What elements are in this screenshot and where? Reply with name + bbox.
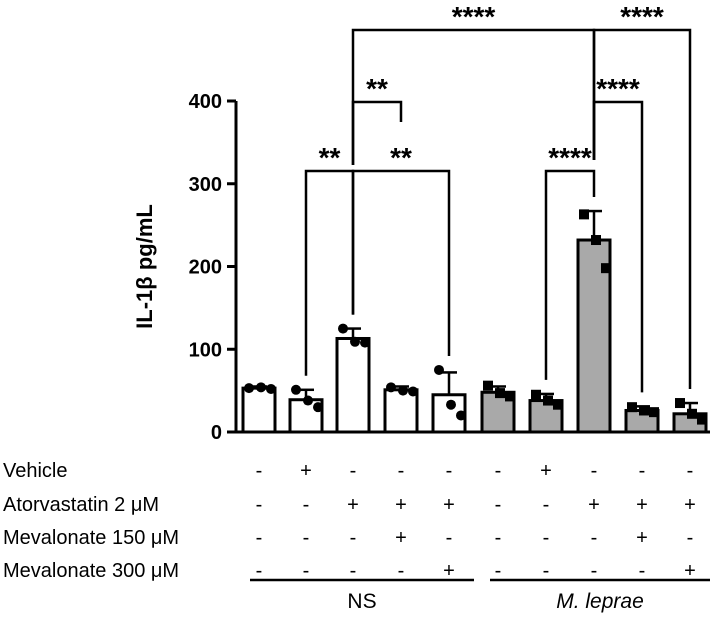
sign-3-9: + (684, 560, 696, 582)
y-tick-label-400: 400 (189, 91, 222, 113)
sign-0-8: - (639, 460, 646, 482)
point-ml-2-2 (553, 399, 563, 410)
sign-0-2: - (350, 460, 357, 482)
sign-0-5: - (495, 460, 502, 482)
point-ns-1-2 (266, 383, 276, 394)
sig-bracket-6 (592, 28, 692, 390)
y-axis-label: IL-1β pg/mL (132, 204, 157, 329)
y-tick-label-100: 100 (189, 339, 222, 361)
significance-brackets: ****** ************ **** (304, 1, 692, 393)
row-label-3: Mevalonate 300 μM (3, 560, 179, 582)
error-bars (251, 209, 698, 414)
row-label-2: Mevalonate 150 μM (3, 527, 179, 549)
point-ns-3-0 (338, 323, 348, 334)
point-ml-4-1 (639, 405, 649, 416)
point-ns-4-0 (386, 382, 396, 393)
sig-label-4: **** (596, 73, 640, 104)
sign-3-3: - (398, 560, 405, 582)
sign-0-9: - (687, 460, 694, 482)
point-ml-3-1 (591, 235, 601, 246)
point-ml-3-2 (601, 263, 611, 274)
sign-3-8: - (639, 560, 646, 582)
point-ns-4-2 (408, 386, 418, 397)
point-ml-5-0 (675, 398, 685, 409)
point-ml-1-2 (505, 391, 515, 402)
point-ns-3-1 (350, 336, 360, 347)
sig-bracket-2 (351, 169, 451, 356)
data-points (244, 209, 707, 425)
point-ml-1-0 (483, 380, 493, 391)
sign-3-1: - (303, 560, 310, 582)
sign-0-4: - (446, 460, 453, 482)
sign-3-0: - (256, 560, 263, 582)
sign-3-4: + (443, 560, 455, 582)
sig-label-0: ** (319, 142, 341, 173)
sign-1-2: + (347, 494, 359, 516)
point-ns-5-1 (446, 399, 456, 410)
sign-1-3: + (395, 494, 407, 516)
bar-ns-3 (335, 336, 371, 434)
sig-label-2: ** (390, 142, 412, 173)
treatment-table: Vehicle - + - - - - + - - - Atorvastatin 2 μM - - + + + -… (3, 460, 710, 613)
sign-1-7: + (588, 494, 600, 516)
sign-2-2: - (350, 527, 357, 549)
sig-bracket-3 (544, 169, 596, 380)
sig-label-6: **** (620, 1, 664, 32)
row-label-1: Atorvastatin 2 μM (3, 494, 159, 516)
sign-2-9: - (687, 527, 694, 549)
point-ns-2-2 (313, 402, 323, 413)
sign-1-5: - (495, 494, 502, 516)
sign-1-6: - (543, 494, 550, 516)
sign-2-7: - (591, 527, 598, 549)
axes: 0 100 200 300 400 IL-1β pg/mL (132, 91, 710, 444)
point-ns-5-2 (456, 410, 466, 421)
sign-2-8: + (636, 527, 648, 549)
sign-1-9: + (684, 494, 696, 516)
bar-ns-4 (383, 388, 419, 434)
point-ml-5-1 (687, 408, 697, 419)
sign-1-1: - (303, 494, 310, 516)
sign-2-1: - (303, 527, 310, 549)
point-ml-2-0 (531, 389, 541, 400)
sig-label-1: ** (366, 73, 388, 104)
sig-label-5: **** (452, 1, 496, 32)
sig-label-3: **** (548, 142, 592, 173)
point-ns-2-0 (291, 384, 301, 395)
point-ml-4-2 (649, 407, 659, 418)
point-ns-1-0 (244, 383, 254, 394)
sign-0-0: - (256, 460, 263, 482)
sign-2-4: - (446, 527, 453, 549)
sign-1-0: - (256, 494, 263, 516)
group-label-1: M. leprae (556, 590, 644, 613)
y-tick-label-0: 0 (211, 422, 222, 444)
row-label-0: Vehicle (3, 460, 68, 482)
sign-1-8: + (636, 494, 648, 516)
point-ml-2-1 (543, 395, 553, 406)
point-ml-4-0 (627, 402, 637, 413)
sign-2-0: - (256, 527, 263, 549)
sign-0-1: + (300, 460, 312, 482)
point-ml-5-2 (697, 414, 707, 425)
y-tick-label-300: 300 (189, 174, 222, 196)
point-ml-1-1 (495, 388, 505, 399)
sign-2-3: + (395, 527, 407, 549)
sign-2-6: - (543, 527, 550, 549)
sign-0-7: - (591, 460, 598, 482)
y-tick-label-200: 200 (189, 257, 222, 279)
sign-3-5: - (495, 560, 502, 582)
point-ns-3-2 (360, 337, 370, 348)
sign-3-2: - (350, 560, 357, 582)
point-ml-3-0 (579, 209, 589, 220)
group-label-0: NS (347, 590, 376, 613)
sign-0-3: - (398, 460, 405, 482)
sign-1-4: + (443, 494, 455, 516)
point-ns-2-1 (303, 395, 313, 406)
sign-3-7: - (591, 560, 598, 582)
sign-3-6: - (543, 560, 550, 582)
bar-ns-1 (241, 386, 277, 434)
sign-0-6: + (540, 460, 552, 482)
sign-2-5: - (495, 527, 502, 549)
